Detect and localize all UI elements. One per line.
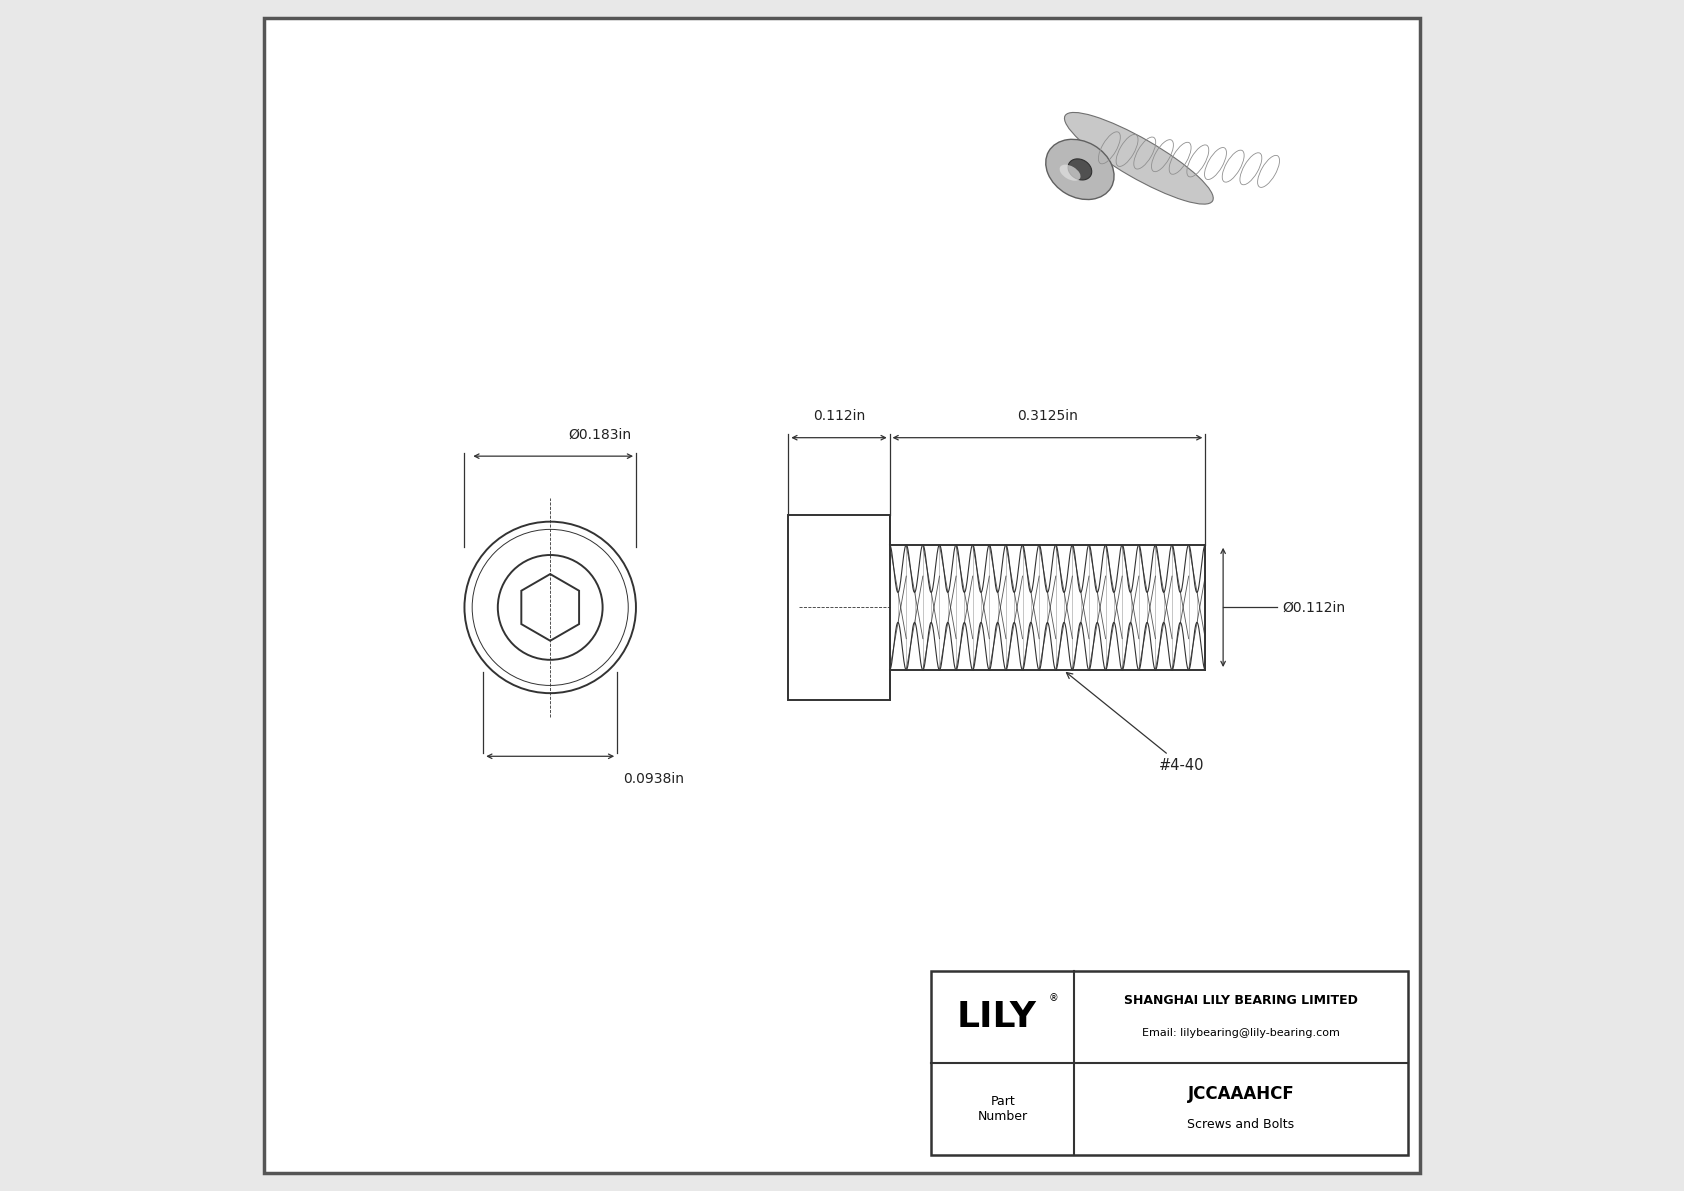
Text: 0.112in: 0.112in	[813, 410, 866, 424]
Ellipse shape	[1068, 158, 1091, 180]
Text: Email: lilybearing@lily-bearing.com: Email: lilybearing@lily-bearing.com	[1142, 1029, 1340, 1039]
Text: Ø0.183in: Ø0.183in	[568, 428, 632, 442]
Ellipse shape	[1064, 112, 1212, 204]
Ellipse shape	[1046, 139, 1115, 200]
Text: Ø0.112in: Ø0.112in	[1283, 600, 1346, 615]
Text: 0.3125in: 0.3125in	[1017, 410, 1078, 424]
Text: SHANGHAI LILY BEARING LIMITED: SHANGHAI LILY BEARING LIMITED	[1123, 993, 1357, 1006]
Text: Part
Number: Part Number	[978, 1095, 1027, 1123]
Text: 0.0938in: 0.0938in	[623, 772, 684, 786]
Text: ®: ®	[1049, 993, 1059, 1003]
Text: LILY: LILY	[957, 999, 1037, 1034]
Text: Screws and Bolts: Screws and Bolts	[1187, 1118, 1295, 1131]
Text: JCCAAAHCF: JCCAAAHCF	[1187, 1085, 1295, 1103]
Bar	[931, 971, 1408, 1155]
Bar	[788, 516, 889, 700]
Text: #4-40: #4-40	[1066, 673, 1204, 773]
Ellipse shape	[1059, 164, 1081, 181]
